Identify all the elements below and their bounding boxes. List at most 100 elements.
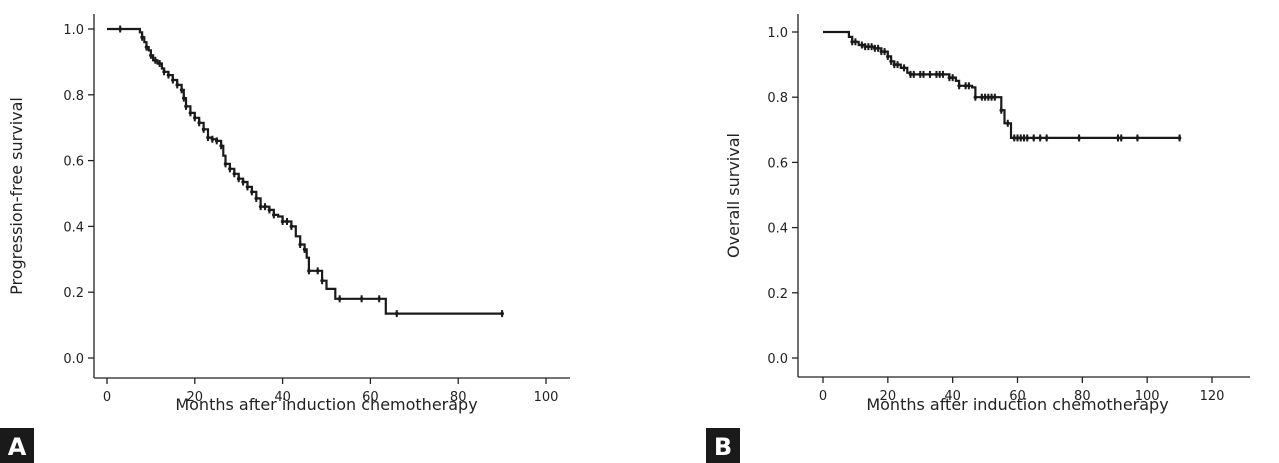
y-tick-label: 0.8 xyxy=(767,91,788,106)
censor-dot xyxy=(850,39,854,44)
censor-dot xyxy=(206,135,210,140)
censor-dot xyxy=(118,27,122,31)
censor-dot xyxy=(876,46,880,51)
x-axis-title: Months after induction chemotherapy xyxy=(175,395,477,414)
panel-b-badge-label: B xyxy=(714,433,732,461)
x-tick-label: 20 xyxy=(880,389,897,404)
censor-dot xyxy=(263,204,267,209)
censor-dot xyxy=(873,46,877,51)
censor-dot xyxy=(908,72,913,77)
panel-a-plot: 0.0 0.2 0.4 0.6 0.8 1.0 0 20 40 60 80 100 Months aft… xyxy=(7,14,570,414)
censor-dot xyxy=(179,88,184,92)
censor-dot xyxy=(166,73,171,77)
censor-dot xyxy=(223,162,228,166)
censor-dot xyxy=(1031,136,1036,140)
censor-dot xyxy=(973,95,978,99)
censor-dot xyxy=(210,137,215,142)
censor-dot xyxy=(298,242,302,247)
censor-dot xyxy=(941,72,945,77)
censor-dot xyxy=(236,176,241,181)
censor-dot xyxy=(866,44,871,49)
panel-b-plot: 0.0 0.2 0.4 0.6 0.8 1.0 0 20 40 60 80 100 120 Months … xyxy=(724,14,1250,414)
censor-dot xyxy=(986,95,991,99)
censor-dot xyxy=(983,95,987,99)
censor-dot xyxy=(201,127,206,132)
censor-dot xyxy=(918,72,923,77)
censor-dot xyxy=(928,72,932,77)
censor-dot xyxy=(258,204,263,209)
censor-dot xyxy=(921,72,926,77)
censor-dot xyxy=(886,54,890,59)
censor-dot xyxy=(1119,136,1124,140)
y-tick-label: 0.4 xyxy=(63,220,84,235)
censor-dot xyxy=(892,62,897,67)
survival-curve xyxy=(107,27,503,315)
censor-dot xyxy=(188,111,193,115)
x-tick-label: 0 xyxy=(103,390,111,405)
censor-dot xyxy=(869,44,874,49)
y-tick-label: 0.2 xyxy=(63,286,84,301)
y-axis-title: Progression-free survival xyxy=(7,97,26,295)
censor-dot xyxy=(359,296,364,301)
censor-dot xyxy=(1135,136,1140,140)
censor-dot xyxy=(879,49,884,54)
censor-dot xyxy=(219,143,223,148)
censor-dot xyxy=(882,49,887,54)
censor-dot xyxy=(889,59,893,64)
censor-dot xyxy=(272,213,276,217)
y-tick-label: 0.0 xyxy=(63,352,84,367)
y-tick-label: 0.0 xyxy=(767,352,788,367)
y-tick-label: 0.4 xyxy=(767,222,788,237)
y-tick-label: 1.0 xyxy=(63,23,84,38)
censor-dot xyxy=(1077,136,1081,140)
censor-dot xyxy=(989,95,994,99)
censor-dot xyxy=(947,75,952,80)
censor-dot xyxy=(149,53,153,58)
censor-dot xyxy=(1018,136,1023,140)
censor-dot xyxy=(184,104,188,109)
censor-dot xyxy=(500,311,504,316)
censor-dot xyxy=(197,120,201,125)
censor-dot xyxy=(241,180,245,184)
panel-a-badge-label: A xyxy=(8,433,27,461)
censor-dot xyxy=(980,95,984,99)
x-axis-title: Months after induction chemotherapy xyxy=(866,395,1168,414)
censor-dot xyxy=(157,61,162,66)
censor-dot xyxy=(1005,121,1010,126)
censor-dot xyxy=(153,58,158,63)
censor-dot xyxy=(285,219,289,224)
censor-dot xyxy=(853,39,858,44)
x-tick-label: 40 xyxy=(944,389,961,404)
x-tick-label: 80 xyxy=(1074,389,1091,404)
x-tick-label: 20 xyxy=(187,390,204,405)
censor-dot xyxy=(140,35,144,40)
censor-dot xyxy=(1022,136,1026,140)
censor-dot xyxy=(162,69,166,74)
censor-dot xyxy=(934,72,939,77)
censor-dot xyxy=(337,296,342,301)
y-tick-label: 1.0 xyxy=(767,26,788,41)
censor-dot xyxy=(911,72,916,77)
censor-dot xyxy=(289,224,294,229)
x-tick-label: 100 xyxy=(534,390,559,405)
x-tick-label: 40 xyxy=(274,390,291,405)
x-tick-label: 80 xyxy=(450,390,467,405)
censor-dot xyxy=(307,269,311,273)
y-tick-label: 0.2 xyxy=(767,287,788,302)
censor-dot xyxy=(171,78,175,82)
y-axis-title: Overall survival xyxy=(724,133,743,258)
censor-dot xyxy=(245,185,250,189)
censor-dot xyxy=(1044,136,1049,140)
censor-dot xyxy=(232,171,237,176)
censor-dot xyxy=(1012,136,1017,140)
censor-dot xyxy=(254,196,259,201)
censor-dot xyxy=(902,66,906,70)
x-tick-label: 0 xyxy=(819,389,827,404)
censor-dot xyxy=(1025,136,1030,140)
x-tick-label: 100 xyxy=(1135,389,1160,404)
censor-dot xyxy=(250,190,254,194)
x-tick-label: 60 xyxy=(1009,389,1026,404)
x-tick-label: 60 xyxy=(362,390,379,405)
y-tick-label: 0.8 xyxy=(63,89,84,104)
